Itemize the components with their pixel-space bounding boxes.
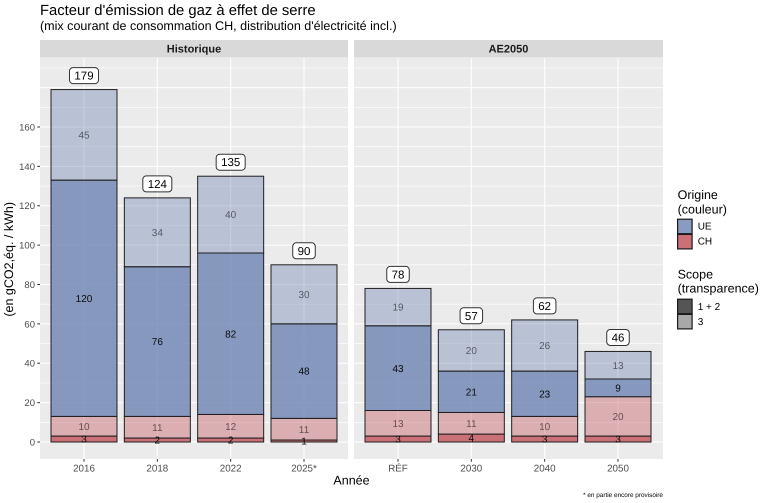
svg-text:3: 3 — [542, 435, 548, 446]
svg-text:Facteur d'émission de gaz à ef: Facteur d'émission de gaz à effet de ser… — [40, 3, 316, 19]
svg-text:135: 135 — [221, 157, 240, 169]
svg-text:2040: 2040 — [534, 464, 556, 475]
svg-text:23: 23 — [539, 389, 551, 400]
svg-text:57: 57 — [465, 311, 478, 323]
svg-text:2030: 2030 — [460, 464, 482, 475]
svg-text:Scope: Scope — [678, 267, 713, 281]
svg-text:60: 60 — [24, 319, 35, 330]
svg-text:140: 140 — [19, 162, 35, 173]
svg-text:160: 160 — [19, 122, 35, 133]
svg-text:40: 40 — [225, 210, 237, 221]
svg-text:82: 82 — [225, 329, 237, 340]
svg-text:80: 80 — [24, 280, 35, 291]
svg-text:1: 1 — [301, 437, 307, 448]
svg-text:100: 100 — [19, 241, 35, 252]
svg-text:2025*: 2025* — [291, 464, 317, 475]
svg-text:10: 10 — [78, 422, 90, 433]
svg-text:26: 26 — [539, 341, 551, 352]
svg-text:4: 4 — [469, 434, 475, 445]
svg-text:CH: CH — [698, 236, 712, 247]
svg-text:2018: 2018 — [146, 464, 168, 475]
svg-text:2: 2 — [155, 436, 161, 447]
svg-text:34: 34 — [152, 228, 164, 239]
svg-text:UE: UE — [698, 222, 712, 233]
svg-text:Historique: Historique — [167, 44, 221, 56]
svg-text:20: 20 — [466, 346, 478, 357]
svg-text:2016: 2016 — [73, 464, 95, 475]
svg-text:3: 3 — [698, 317, 704, 328]
svg-text:3: 3 — [395, 435, 401, 446]
svg-text:20: 20 — [24, 398, 35, 409]
svg-text:(en gCO2,éq. / kWh): (en gCO2,éq. / kWh) — [2, 202, 16, 317]
svg-text:43: 43 — [392, 364, 404, 375]
svg-text:AE2050: AE2050 — [489, 44, 529, 56]
svg-text:48: 48 — [298, 367, 310, 378]
svg-text:62: 62 — [538, 301, 551, 313]
svg-text:30: 30 — [298, 290, 310, 301]
svg-text:11: 11 — [299, 425, 310, 436]
svg-text:3: 3 — [615, 435, 621, 446]
svg-text:0: 0 — [30, 437, 35, 448]
svg-text:2022: 2022 — [220, 464, 242, 475]
svg-text:12: 12 — [225, 422, 237, 433]
svg-text:20: 20 — [612, 412, 624, 423]
svg-text:120: 120 — [19, 201, 35, 212]
svg-text:* en partie encore provisoire: * en partie encore provisoire — [583, 492, 663, 499]
svg-text:76: 76 — [152, 337, 164, 348]
svg-text:(transparence): (transparence) — [678, 281, 759, 295]
svg-text:1 + 2: 1 + 2 — [698, 302, 721, 313]
svg-text:(mix courant de consommation C: (mix courant de consommation CH, distrib… — [40, 19, 397, 33]
svg-text:2050: 2050 — [607, 464, 629, 475]
svg-text:78: 78 — [392, 269, 405, 281]
svg-text:10: 10 — [539, 422, 551, 433]
svg-text:RÉF: RÉF — [388, 463, 408, 475]
svg-text:Origine: Origine — [678, 188, 718, 202]
svg-text:11: 11 — [152, 423, 163, 434]
svg-text:179: 179 — [74, 71, 93, 83]
svg-text:46: 46 — [612, 332, 625, 344]
svg-text:40: 40 — [24, 359, 35, 370]
svg-text:13: 13 — [392, 419, 404, 430]
svg-text:11: 11 — [466, 419, 477, 430]
svg-text:90: 90 — [298, 246, 311, 258]
svg-text:Année: Année — [333, 474, 369, 488]
svg-text:45: 45 — [78, 130, 90, 141]
svg-text:(couleur): (couleur) — [678, 202, 727, 216]
svg-text:3: 3 — [81, 435, 87, 446]
svg-text:9: 9 — [615, 383, 621, 394]
svg-text:124: 124 — [148, 179, 168, 191]
svg-text:21: 21 — [466, 387, 478, 398]
svg-text:2: 2 — [228, 436, 234, 447]
svg-text:19: 19 — [392, 303, 404, 314]
svg-text:120: 120 — [76, 294, 93, 305]
svg-text:13: 13 — [612, 361, 624, 372]
